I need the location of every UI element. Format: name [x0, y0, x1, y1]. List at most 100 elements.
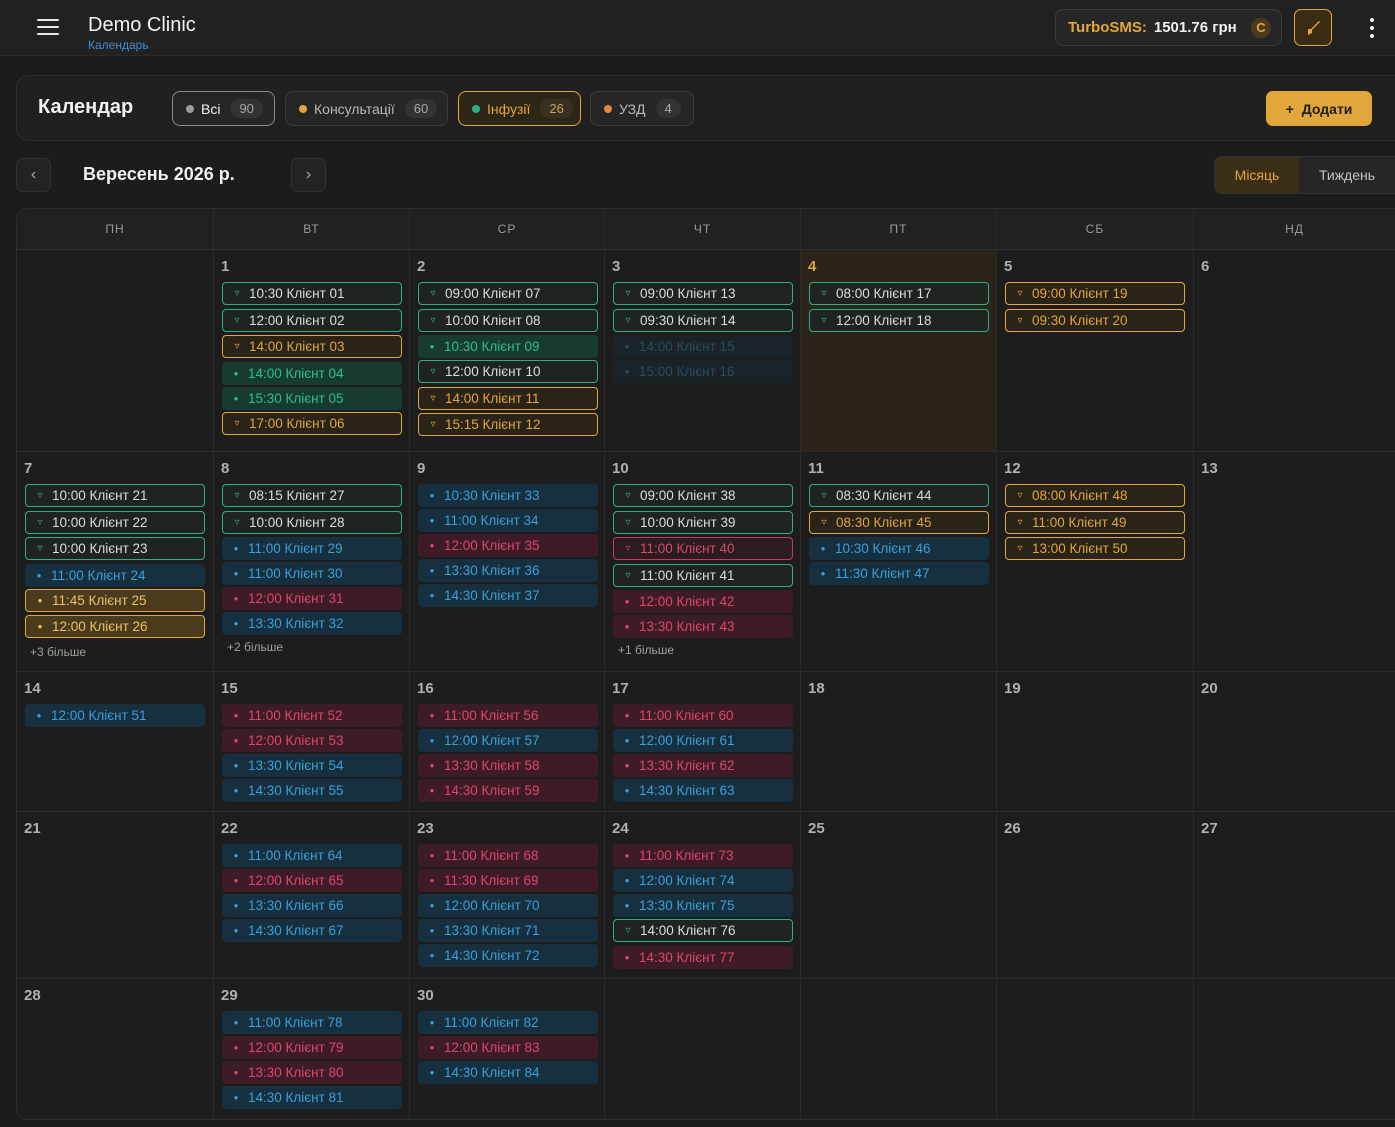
more-events-link[interactable]: +1 більше [618, 643, 675, 657]
day-cell[interactable] [1194, 979, 1395, 1119]
appointment-event[interactable]: ▿ 17:00 Клієнт 06 [222, 411, 402, 435]
prev-month-button[interactable]: ‹ [16, 158, 51, 192]
appointment-event[interactable]: ● 12:00 Клієнт 70 [418, 894, 598, 917]
day-cell[interactable]: 18 [801, 672, 997, 812]
appointment-event[interactable]: ● 14:30 Клієнт 84 [418, 1061, 598, 1084]
filter-chip[interactable]: Всі 90 [172, 91, 275, 126]
day-cell[interactable]: 22 ● 11:00 Клієнт 64 ● 12:00 Клієнт 65 ● 13:30… [214, 812, 410, 979]
appointment-event[interactable]: ● 15:30 Клієнт 05 [222, 386, 402, 410]
appointment-event[interactable]: ▿ 08:30 Клієнт 44 [809, 484, 989, 507]
filter-chip[interactable]: УЗД 4 [590, 91, 694, 126]
refresh-icon[interactable]: C [1251, 18, 1271, 38]
appointment-event[interactable]: ▿ 12:00 Клієнт 02 [222, 308, 402, 332]
appointment-event[interactable]: ▿ 14:00 Клієнт 76 [613, 919, 793, 942]
day-cell[interactable]: 7 ▿ 10:00 Клієнт 21 ▿ 10:00 Клієнт 22 ▿ 10:00 … [17, 452, 214, 672]
appointment-event[interactable]: ● 13:30 Клієнт 80 [222, 1061, 402, 1084]
day-cell[interactable]: 27 [1194, 812, 1395, 979]
appointment-event[interactable]: ● 12:00 Клієнт 42 [613, 590, 793, 613]
day-cell[interactable]: 12 ▿ 08:00 Клієнт 48 ▿ 11:00 Клієнт 49 ▿ 13:00… [997, 452, 1194, 672]
appointment-event[interactable]: ● 10:30 Клієнт 46 [809, 537, 989, 560]
appointment-event[interactable]: ▿ 08:15 Клієнт 27 [222, 484, 402, 507]
appointment-event[interactable]: ● 13:30 Клієнт 32 [222, 612, 402, 635]
appointment-event[interactable]: ● 11:00 Клієнт 78 [222, 1011, 402, 1034]
appointment-event[interactable]: ● 11:00 Клієнт 29 [222, 537, 402, 560]
appointment-event[interactable]: ● 14:30 Клієнт 63 [613, 779, 793, 802]
appointment-event[interactable]: ● 13:30 Клієнт 75 [613, 894, 793, 917]
appointment-event[interactable]: ● 11:00 Клієнт 24 [25, 563, 205, 587]
appointment-event[interactable]: ▿ 09:30 Клієнт 14 [613, 308, 793, 332]
more-options-icon[interactable] [1362, 16, 1382, 40]
appointment-event[interactable]: ● 15:00 Клієнт 16 [613, 360, 793, 383]
day-cell[interactable]: 10 ▿ 09:00 Клієнт 38 ▿ 10:00 Клієнт 39 ▿ 11:00… [605, 452, 801, 672]
day-cell[interactable] [605, 979, 801, 1119]
appointment-event[interactable]: ▿ 11:00 Клієнт 41 [613, 563, 793, 587]
appointment-event[interactable]: ● 14:30 Клієнт 55 [222, 779, 402, 802]
appointment-event[interactable]: ● 11:00 Клієнт 60 [613, 704, 793, 727]
add-appointment-button[interactable]: + Додати [1266, 91, 1372, 126]
appointment-event[interactable]: ● 11:00 Клієнт 56 [418, 704, 598, 727]
appointment-event[interactable]: ● 12:00 Клієнт 79 [222, 1036, 402, 1059]
day-cell[interactable]: 2 ▿ 09:00 Клієнт 07 ▿ 10:00 Клієнт 08 ● 10:30 … [410, 250, 605, 452]
appointment-event[interactable]: ● 10:30 Клієнт 09 [418, 335, 598, 358]
day-cell[interactable]: 30 ● 11:00 Клієнт 82 ● 12:00 Клієнт 83 ● 14:30… [410, 979, 605, 1119]
day-cell[interactable]: 1 ▿ 10:30 Клієнт 01 ▿ 12:00 Клієнт 02 ▿ 14:00 … [214, 250, 410, 452]
day-cell[interactable]: 28 [17, 979, 214, 1119]
day-cell[interactable]: 17 ● 11:00 Клієнт 60 ● 12:00 Клієнт 61 ● 13:30… [605, 672, 801, 812]
theme-brush-button[interactable] [1294, 9, 1332, 46]
appointment-event[interactable]: ▿ 10:00 Клієнт 23 [25, 537, 205, 560]
day-cell[interactable]: 25 [801, 812, 997, 979]
appointment-event[interactable]: ▿ 10:00 Клієнт 22 [25, 510, 205, 534]
appointment-event[interactable]: ▿ 15:15 Клієнт 12 [418, 413, 598, 436]
appointment-event[interactable]: ▿ 08:00 Клієнт 48 [1005, 484, 1185, 507]
appointment-event[interactable]: ▿ 10:30 Клієнт 01 [222, 282, 402, 305]
appointment-event[interactable]: ▿ 08:00 Клієнт 17 [809, 282, 989, 305]
appointment-event[interactable]: ● 14:30 Клієнт 81 [222, 1086, 402, 1109]
next-month-button[interactable]: › [291, 158, 326, 192]
appointment-event[interactable]: ● 11:00 Клієнт 73 [613, 844, 793, 867]
appointment-event[interactable]: ▿ 13:00 Клієнт 50 [1005, 537, 1185, 560]
appointment-event[interactable]: ● 11:00 Клієнт 82 [418, 1011, 598, 1034]
appointment-event[interactable]: ● 12:00 Клієнт 57 [418, 729, 598, 752]
day-cell[interactable]: 13 [1194, 452, 1395, 672]
day-cell[interactable]: 29 ● 11:00 Клієнт 78 ● 12:00 Клієнт 79 ● 13:30… [214, 979, 410, 1119]
view-month-button[interactable]: Місяць [1215, 157, 1299, 193]
more-events-link[interactable]: +2 більше [227, 640, 284, 654]
appointment-event[interactable]: ▿ 09:30 Клієнт 20 [1005, 308, 1185, 332]
view-week-button[interactable]: Тиждень [1318, 167, 1376, 183]
appointment-event[interactable]: ● 11:30 Клієнт 69 [418, 869, 598, 892]
appointment-event[interactable]: ▿ 10:00 Клієнт 08 [418, 308, 598, 332]
appointment-event[interactable]: ● 11:45 Клієнт 25 [25, 588, 205, 612]
appointment-event[interactable]: ▿ 08:30 Клієнт 45 [809, 510, 989, 534]
day-cell[interactable]: 21 [17, 812, 214, 979]
day-cell[interactable]: 14 ● 12:00 Клієнт 51 [17, 672, 214, 812]
day-cell[interactable]: 11 ▿ 08:30 Клієнт 44 ▿ 08:30 Клієнт 45 ● 10:30… [801, 452, 997, 672]
day-cell[interactable]: 5 ▿ 09:00 Клієнт 19 ▿ 09:30 Клієнт 20 [997, 250, 1194, 452]
day-cell[interactable]: 26 [997, 812, 1194, 979]
appointment-event[interactable]: ▿ 11:00 Клієнт 40 [613, 537, 793, 560]
appointment-event[interactable]: ▿ 09:00 Клієнт 19 [1005, 282, 1185, 305]
appointment-event[interactable]: ● 12:00 Клієнт 35 [418, 534, 598, 557]
appointment-event[interactable]: ▿ 09:00 Клієнт 13 [613, 282, 793, 305]
appointment-event[interactable]: ● 13:30 Клієнт 58 [418, 754, 598, 777]
appointment-event[interactable]: ● 12:00 Клієнт 74 [613, 869, 793, 892]
appointment-event[interactable]: ● 14:30 Клієнт 67 [222, 919, 402, 942]
appointment-event[interactable]: ● 11:00 Клієнт 68 [418, 844, 598, 867]
appointment-event[interactable]: ▿ 09:00 Клієнт 07 [418, 282, 598, 305]
more-events-link[interactable]: +3 більше [30, 644, 87, 659]
appointment-event[interactable]: ● 12:00 Клієнт 51 [25, 704, 205, 727]
day-cell[interactable]: 24 ● 11:00 Клієнт 73 ● 12:00 Клієнт 74 ● 13:30… [605, 812, 801, 979]
day-cell[interactable]: 8 ▿ 08:15 Клієнт 27 ▿ 10:00 Клієнт 28 ● 11:00 … [214, 452, 410, 672]
day-cell[interactable] [17, 250, 214, 452]
day-cell[interactable]: 19 [997, 672, 1194, 812]
filter-chip[interactable]: Інфузії 26 [458, 91, 581, 126]
appointment-event[interactable]: ● 12:00 Клієнт 26 [25, 615, 205, 638]
appointment-event[interactable]: ● 13:30 Клієнт 66 [222, 894, 402, 917]
appointment-event[interactable]: ● 13:30 Клієнт 62 [613, 754, 793, 777]
day-cell[interactable]: 16 ● 11:00 Клієнт 56 ● 12:00 Клієнт 57 ● 13:30… [410, 672, 605, 812]
appointment-event[interactable]: ▿ 10:00 Клієнт 28 [222, 510, 402, 534]
appointment-event[interactable]: ● 11:00 Клієнт 64 [222, 844, 402, 867]
appointment-event[interactable]: ▿ 09:00 Клієнт 38 [613, 484, 793, 507]
appointment-event[interactable]: ● 11:30 Клієнт 47 [809, 562, 989, 585]
filter-chip[interactable]: Консультації 60 [285, 91, 448, 126]
appointment-event[interactable]: ● 13:30 Клієнт 54 [222, 754, 402, 777]
